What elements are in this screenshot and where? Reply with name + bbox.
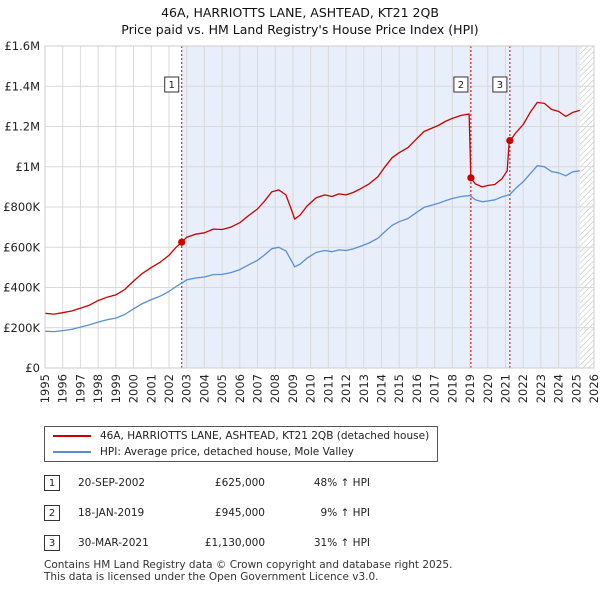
event-marker-box-2 xyxy=(453,76,469,93)
legend-swatch-hpi xyxy=(53,451,91,453)
transaction-price: £1,130,000 xyxy=(204,537,265,549)
y-tick-label: £1M xyxy=(15,160,40,174)
sale-point-1 xyxy=(178,238,186,246)
transaction-number: 2 xyxy=(44,505,60,521)
y-tick-label: £1.4M xyxy=(4,79,40,93)
x-tick-label: 2009 xyxy=(286,374,300,403)
x-tick-label: 2022 xyxy=(516,374,530,403)
footer-copyright: Contains HM Land Registry data © Crown c… xyxy=(44,559,453,571)
y-tick-label: £800K xyxy=(3,200,40,214)
x-tick-label: 1999 xyxy=(109,374,123,403)
chart-legend: 46A, HARRIOTTS LANE, ASHTEAD, KT21 2QB (… xyxy=(44,426,438,462)
transaction-price: £625,000 xyxy=(214,477,265,489)
event-marker-label-1: 1 xyxy=(169,80,175,91)
x-tick-label: 2011 xyxy=(321,374,335,403)
x-tick-label: 1995 xyxy=(38,374,52,403)
x-tick-label: 1997 xyxy=(73,374,87,403)
property-series-line xyxy=(44,101,580,315)
x-tick-label: 2002 xyxy=(162,374,176,403)
transaction-date: 18-JAN-2019 xyxy=(78,507,145,519)
x-tick-label: 2005 xyxy=(215,374,229,403)
hpi-series-line xyxy=(44,165,580,333)
event-marker-label-2: 2 xyxy=(458,80,464,91)
x-tick-label: 2008 xyxy=(268,374,282,403)
sale-point-2 xyxy=(467,174,475,182)
legend-label-property: 46A, HARRIOTTS LANE, ASHTEAD, KT21 2QB (… xyxy=(100,430,430,442)
transaction-number: 1 xyxy=(44,475,60,491)
x-tick-label: 2000 xyxy=(127,374,141,403)
table-row: 1 20-SEP-2002 £625,000 48% ↑ HPI xyxy=(0,475,600,495)
x-tick-label: 2019 xyxy=(463,374,477,403)
y-tick-label: £1.6M xyxy=(4,39,40,53)
x-tick-label: 2025 xyxy=(569,374,583,403)
y-tick-label: £600K xyxy=(3,240,40,254)
transaction-number: 3 xyxy=(44,535,60,551)
x-tick-label: 2012 xyxy=(339,374,353,403)
x-tick-label: 2001 xyxy=(144,374,158,403)
x-tick-label: 2015 xyxy=(392,374,406,403)
chart-title-address: 46A, HARRIOTTS LANE, ASHTEAD, KT21 2QB xyxy=(161,5,439,20)
chart-subtitle: Price paid vs. HM Land Registry's House … xyxy=(121,22,479,37)
plot-frame xyxy=(44,45,595,369)
x-tick-label: 2004 xyxy=(197,374,211,403)
x-tick-label: 2003 xyxy=(180,374,194,403)
footer-attribution: Contains HM Land Registry data © Crown c… xyxy=(44,559,453,583)
x-tick-label: 2021 xyxy=(498,374,512,403)
y-tick-label: £1.2M xyxy=(4,120,40,134)
x-tick-label: 2006 xyxy=(233,374,247,403)
x-tick-label: 2007 xyxy=(251,374,265,403)
sale-point-3 xyxy=(506,136,514,145)
legend-label-hpi: HPI: Average price, detached house, Mole… xyxy=(100,446,354,458)
transaction-price: £945,000 xyxy=(214,507,265,519)
transaction-hpi-change: 48% ↑ HPI xyxy=(313,477,370,489)
table-row: 2 18-JAN-2019 £945,000 9% ↑ HPI xyxy=(0,505,600,525)
x-tick-label: 2017 xyxy=(428,374,442,403)
x-tick-label: 2010 xyxy=(304,374,318,403)
x-tick-label: 2023 xyxy=(534,374,548,403)
y-tick-label: £400K xyxy=(3,281,40,295)
legend-item-hpi: HPI: Average price, detached house, Mole… xyxy=(53,444,354,460)
transaction-date: 20-SEP-2002 xyxy=(78,477,146,489)
transaction-hpi-change: 31% ↑ HPI xyxy=(313,537,370,549)
price-chart: 1 2 3 £0 £200K £400K £600K £800K £1M £1.2M £1.4M £… xyxy=(3,39,600,403)
event-marker-label-3: 3 xyxy=(497,80,503,91)
chart-title-block: 46A, HARRIOTTS LANE, ASHTEAD, KT21 2QB P… xyxy=(0,4,600,38)
legend-item-property: 46A, HARRIOTTS LANE, ASHTEAD, KT21 2QB (… xyxy=(53,428,429,444)
x-tick-label: 2014 xyxy=(375,374,389,403)
x-tick-label: 2020 xyxy=(481,374,495,403)
footer-license: This data is licensed under the Open Gov… xyxy=(44,570,379,583)
y-tick-label: £0 xyxy=(25,361,40,375)
table-row: 3 30-MAR-2021 £1,130,000 31% ↑ HPI xyxy=(0,535,600,555)
x-tick-label: 1996 xyxy=(56,374,70,403)
x-tick-label: 2024 xyxy=(552,374,566,403)
x-tick-label: 2016 xyxy=(410,374,424,403)
event-marker-box-1 xyxy=(164,76,180,93)
x-tick-label: 1998 xyxy=(91,374,105,403)
x-tick-label: 2013 xyxy=(357,374,371,403)
transaction-date: 30-MAR-2021 xyxy=(78,537,149,549)
legend-swatch-property xyxy=(53,435,91,437)
x-tick-label: 2026 xyxy=(587,374,600,403)
transaction-hpi-change: 9% ↑ HPI xyxy=(320,507,370,519)
event-marker-box-3 xyxy=(492,76,508,93)
x-tick-label: 2018 xyxy=(445,374,459,403)
y-tick-label: £200K xyxy=(3,321,40,335)
